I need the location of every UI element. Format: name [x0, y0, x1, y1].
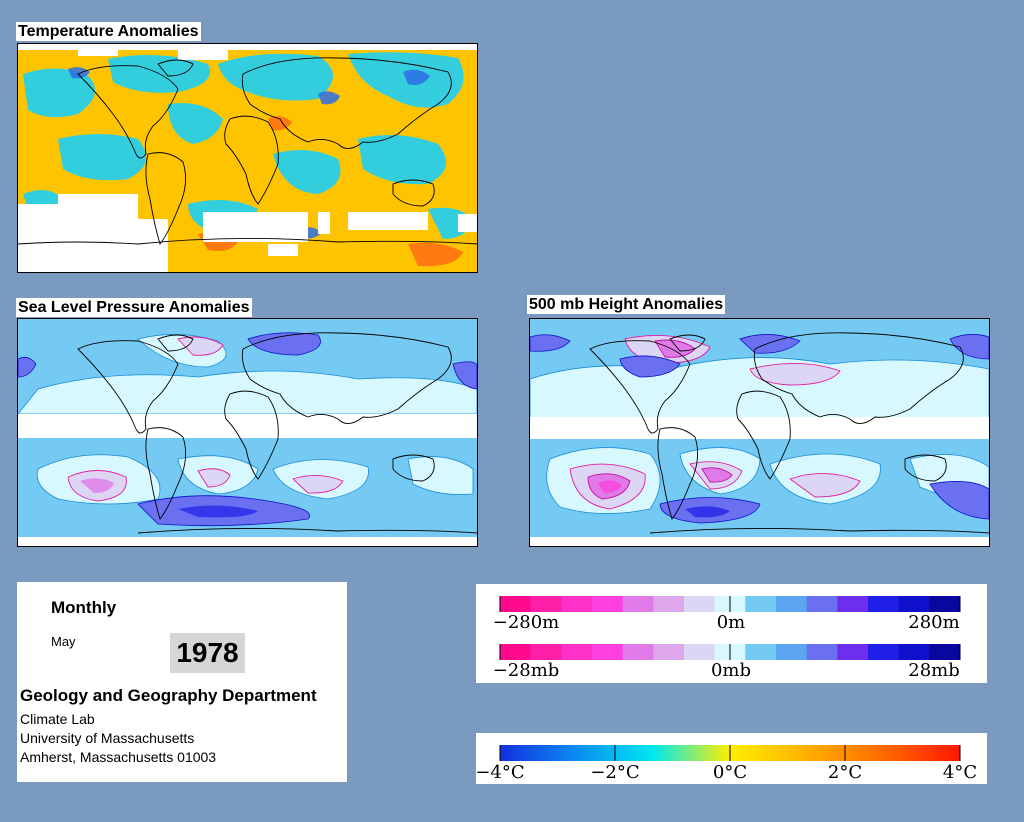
pressure-legend-swatch — [806, 644, 838, 660]
pressure-color-bar — [499, 644, 961, 660]
pressure-legend-swatch — [684, 644, 716, 660]
pressure-legend-swatch — [929, 644, 961, 660]
pressure-legend-swatch — [776, 644, 808, 660]
height-color-bar — [499, 596, 961, 612]
temperature-label-plus2: 2°C — [828, 762, 862, 783]
height-legend-swatch — [745, 596, 777, 612]
height-legend-swatch — [684, 596, 716, 612]
address-line: Amherst, Massachusetts 01003 — [20, 749, 217, 765]
height-legend-swatch — [500, 596, 532, 612]
height-pressure-legend: −280m 0m 280m −28mb 0mb 28mb — [476, 584, 987, 683]
pressure-legend-swatch — [530, 644, 562, 660]
height-label-min: −280m — [493, 612, 560, 633]
pressure-legend-swatch — [837, 644, 869, 660]
temperature-legend: −4°C −2°C 0°C 2°C 4°C — [476, 733, 987, 784]
height-legend-swatch — [653, 596, 685, 612]
temperature-label-minus2: −2°C — [590, 762, 639, 783]
lab-name: Climate Lab — [20, 711, 95, 727]
height-legend-swatch — [592, 596, 624, 612]
height-legend-swatch — [622, 596, 654, 612]
university-name: University of Massachusetts — [20, 730, 195, 746]
pressure-legend-swatch — [592, 644, 624, 660]
pressure-label-min: −28mb — [493, 660, 560, 681]
slp-anomaly-map — [17, 318, 478, 547]
info-panel: Monthly May 1978 Geology and Geography D… — [17, 582, 347, 782]
height-anomaly-map — [529, 318, 990, 547]
pressure-legend-swatch — [500, 644, 532, 660]
height-panel-title: 500 mb Height Anomalies — [527, 295, 726, 314]
pressure-legend-swatch — [868, 644, 900, 660]
pressure-legend-swatch — [898, 644, 930, 660]
department-name: Geology and Geography Department — [20, 686, 317, 705]
height-legend-swatch — [837, 596, 869, 612]
pressure-label-max: 28mb — [908, 660, 960, 681]
year-label: 1978 — [170, 633, 245, 673]
pressure-legend-swatch — [653, 644, 685, 660]
height-legend-swatch — [806, 596, 838, 612]
temperature-label-plus4: 4°C — [943, 762, 977, 783]
period-label: Monthly — [51, 598, 117, 617]
height-legend-swatch — [561, 596, 593, 612]
height-legend-swatch — [929, 596, 961, 612]
temperature-label-minus4: −4°C — [476, 762, 525, 783]
pressure-legend-swatch — [561, 644, 593, 660]
height-legend-swatch — [776, 596, 808, 612]
temperature-anomaly-map — [17, 43, 478, 273]
height-legend-swatch — [868, 596, 900, 612]
temperature-label-zero: 0°C — [713, 762, 747, 783]
height-label-max: 280m — [908, 612, 959, 633]
height-label-zero: 0m — [717, 612, 746, 633]
height-legend-swatch — [898, 596, 930, 612]
temperature-panel-title: Temperature Anomalies — [16, 22, 201, 41]
pressure-legend-swatch — [622, 644, 654, 660]
month-label: May — [51, 634, 76, 649]
pressure-label-zero: 0mb — [711, 660, 751, 681]
slp-panel-title: Sea Level Pressure Anomalies — [16, 298, 252, 317]
height-legend-swatch — [530, 596, 562, 612]
pressure-legend-swatch — [745, 644, 777, 660]
